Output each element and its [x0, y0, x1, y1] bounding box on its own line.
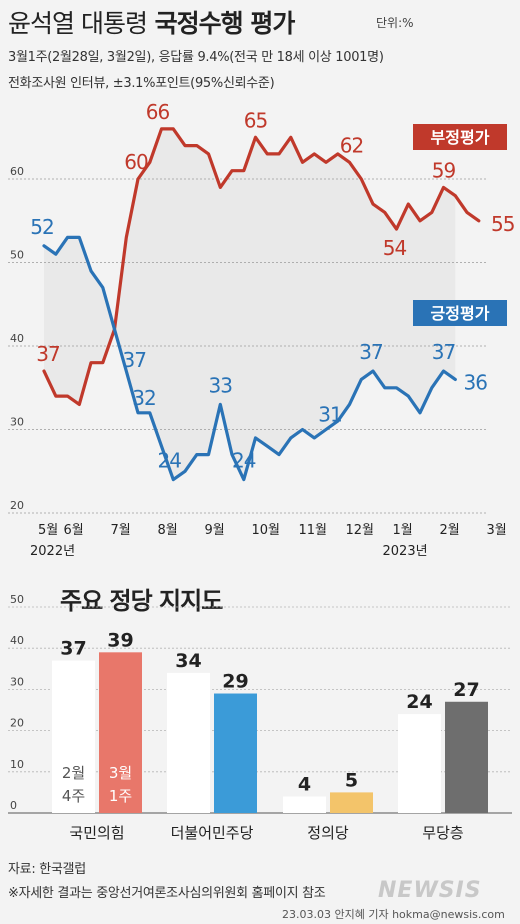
- x-tick-label: 2월: [440, 523, 460, 538]
- bar-value-prev: 34: [175, 650, 201, 672]
- x-tick-label: 8월: [158, 523, 178, 538]
- data-label: 55: [491, 212, 514, 236]
- title-topic: 국정수행 평가: [154, 9, 296, 38]
- bar-value-now: 39: [107, 629, 133, 651]
- x-tick-label: 6월: [64, 523, 84, 538]
- series-line-negative: [42, 127, 481, 406]
- data-label: 24: [158, 449, 182, 473]
- legend-box-positive: [413, 300, 507, 326]
- x-tick-label: 1월: [393, 523, 413, 538]
- data-label: 24: [232, 449, 256, 473]
- bar-prev: [167, 672, 210, 813]
- x-tick-label: 12월: [346, 523, 375, 538]
- year-label: 2023년: [383, 544, 428, 559]
- survey-method: 전화조사원 인터뷰, ±3.1%포인트(95%신뢰수준): [8, 76, 275, 91]
- data-label: 54: [383, 236, 407, 260]
- data-label: 59: [432, 158, 456, 182]
- y-tick-label: 40: [10, 332, 24, 345]
- survey-info: 3월1주(2월28일, 3월2일), 응답률 9.4%(전국 만 18세 이상 …: [8, 50, 384, 65]
- bar-y-tick-label: 30: [10, 675, 24, 688]
- bar-y-tick-label: 0: [10, 799, 17, 812]
- x-tick-label: 3월: [487, 523, 507, 538]
- x-tick-label: 5월: [38, 523, 58, 538]
- data-label: 52: [30, 215, 53, 239]
- legend-label: 긍정평가: [431, 304, 490, 323]
- x-tick-label: 7월: [111, 523, 131, 538]
- inbar-label-now-week: 1주: [109, 787, 132, 805]
- series-line-positive: [42, 235, 457, 482]
- data-label: 32: [132, 386, 155, 410]
- bar-prev: [398, 714, 441, 813]
- inbar-label-now-month: 3월: [109, 764, 132, 782]
- bar-y-tick-label: 50: [10, 593, 24, 606]
- byline: 23.03.03 안지혜 기자 hokma@newsis.com: [282, 908, 505, 921]
- bar-value-prev: 24: [406, 691, 432, 713]
- bar-y-tick-label: 20: [10, 717, 24, 730]
- x-tick-label: 11월: [299, 523, 328, 538]
- category-label: 무당층: [422, 824, 463, 842]
- source-note: 자료: 한국갤럽: [8, 862, 86, 877]
- bar-chart-title: 주요 정당 지지도: [60, 587, 223, 615]
- detail-note: ※자세한 결과는 중앙선거여론조사심의위원회 홈페이지 참조: [8, 886, 326, 901]
- bar-now: [330, 792, 373, 813]
- bar-y-tick-label: 40: [10, 634, 24, 647]
- data-label: 37: [123, 348, 147, 372]
- legend-label: 부정평가: [431, 128, 490, 147]
- party-bar-chart: 0 10 20 30 40 50 37 39 국민의힘 34 29 더불어민주당 4 5 정의당 24 27 무당…: [8, 593, 512, 842]
- x-tick-label: 10월: [252, 523, 281, 538]
- data-label: 37: [359, 340, 383, 364]
- category-label: 더불어민주당: [171, 824, 254, 842]
- bar-y-tick-label: 10: [10, 758, 24, 771]
- legend-box-negative: [413, 124, 507, 150]
- bar-now: [445, 701, 488, 813]
- data-label: 36: [464, 370, 488, 394]
- data-label: 66: [146, 100, 170, 124]
- bar-prev: [283, 796, 326, 813]
- bar-now: [99, 652, 142, 813]
- y-tick-label: 30: [10, 416, 24, 429]
- gap-fill-area: [44, 128, 456, 480]
- newsis-logo: NEWSIS: [378, 878, 482, 903]
- approval-line-chart: 20 30 40 50 60 5월 6월 7월 8월 9월 10월 11월 12월 1월 2월 3월 2022년…: [8, 100, 515, 559]
- bar-prev: [52, 660, 95, 813]
- x-tick-label: 9월: [205, 523, 225, 538]
- unit-label: 단위:%: [376, 16, 414, 30]
- data-label: 60: [124, 150, 148, 174]
- page-title: 윤석열 대통령 국정수행 평가: [8, 4, 296, 40]
- data-label: 37: [36, 342, 60, 366]
- y-tick-label: 20: [10, 499, 24, 512]
- bar-value-now: 27: [453, 679, 479, 701]
- inbar-label-prev-month: 2월: [62, 764, 85, 782]
- title-subject: 윤석열 대통령: [8, 9, 148, 38]
- data-label: 33: [209, 373, 233, 397]
- category-label: 정의당: [307, 824, 349, 842]
- data-label: 62: [340, 133, 363, 157]
- data-label: 65: [244, 108, 267, 132]
- data-label: 37: [432, 340, 456, 364]
- bar-value-now: 29: [222, 671, 248, 693]
- y-tick-label: 60: [10, 165, 24, 178]
- inbar-label-prev-week: 4주: [62, 787, 85, 805]
- year-label: 2022년: [30, 544, 75, 559]
- y-tick-label: 50: [10, 249, 24, 262]
- data-label: 31: [318, 403, 341, 427]
- bar-now: [214, 693, 257, 813]
- category-label: 국민의힘: [69, 824, 124, 842]
- bar-value-prev: 4: [298, 774, 311, 796]
- bar-value-now: 5: [345, 769, 358, 791]
- bar-value-prev: 37: [60, 638, 86, 660]
